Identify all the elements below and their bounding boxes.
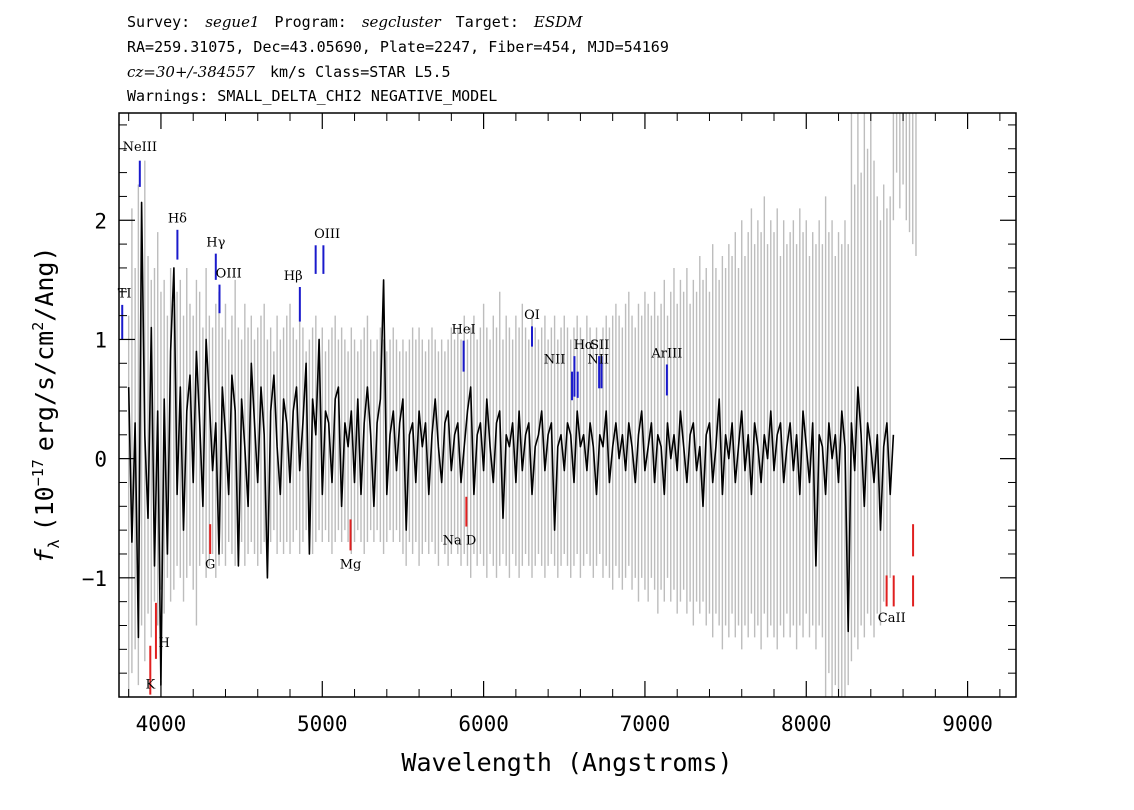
emission-line-label: OIII — [314, 227, 340, 242]
redshift-value: cz=30+/-384557 — [127, 63, 255, 81]
plot-frame — [118, 112, 1017, 698]
y-tick-label: 1 — [94, 328, 107, 352]
emission-line-label: SII — [590, 338, 609, 353]
flux-spectrum — [127, 201, 895, 686]
x-tick-label: 5000 — [297, 712, 348, 736]
survey-label: Survey: — [127, 13, 190, 31]
y-axis-title-unit: erg/s/cm — [30, 331, 59, 451]
emission-line-label: TI — [118, 287, 132, 302]
target-label: Target: — [456, 13, 519, 31]
absorption-line-label: CaII — [878, 611, 906, 626]
emission-line-label: Hβ — [284, 269, 303, 284]
header-line-2: RA=259.31075, Dec=43.05690, Plate=2247, … — [127, 38, 669, 56]
absorption-line-label: H — [159, 636, 170, 651]
y-tick-label: 2 — [94, 209, 107, 233]
y-axis-title-tail: /Ang) — [30, 246, 59, 321]
emission-line-label: HeI — [452, 322, 476, 337]
x-tick-label: 6000 — [458, 712, 509, 736]
header: Survey: segue1 Program: segcluster Targe… — [127, 13, 669, 105]
absorption-line-label: Mg — [340, 557, 362, 572]
emission-line-label: NII — [587, 352, 609, 367]
program-value: segcluster — [362, 13, 442, 31]
emission-line-label: ArIII — [650, 346, 682, 361]
absorption-line-label: K — [145, 678, 155, 693]
emission-line-label: NII — [544, 352, 566, 367]
axis-tick-labels: 4000 5000 6000 7000 8000 9000 −1 0 1 2 — [82, 209, 993, 736]
target-value: ESDM — [533, 13, 583, 31]
y-tick-label: −1 — [82, 567, 107, 591]
program-label: Program: — [275, 13, 347, 31]
header-line-3: cz=30+/-384557 km/s Class=STAR L5.5 — [127, 63, 451, 81]
flux-line — [127, 201, 895, 686]
absorption-line-label: Na D — [443, 533, 477, 548]
survey-value: segue1 — [205, 13, 259, 31]
header-line-1: Survey: segue1 Program: segcluster Targe… — [127, 13, 583, 31]
class-value: km/s Class=STAR L5.5 — [270, 63, 451, 81]
x-tick-label: 8000 — [781, 712, 832, 736]
y-axis-title-f: f — [30, 548, 59, 564]
x-axis-title: Wavelength (Angstroms) — [401, 748, 732, 777]
y-axis-title-exp: −17 — [29, 459, 47, 486]
emission-line-label: Hδ — [168, 212, 187, 227]
emission-line-label: Hα — [574, 338, 594, 353]
y-axis-title: fλ (10−17 erg/s/cm2/Ang) — [29, 246, 63, 563]
y-axis-title-open: (10 — [30, 486, 59, 531]
y-axis-title-exp2: 2 — [29, 322, 47, 331]
y-axis-title-sub: λ — [45, 539, 63, 548]
x-tick-label: 9000 — [942, 712, 993, 736]
warnings-line: Warnings: SMALL_DELTA_CHI2 NEGATIVE_MODE… — [127, 87, 497, 105]
axis-ticks — [119, 113, 1016, 697]
emission-line-label: OI — [524, 308, 540, 323]
x-tick-label: 7000 — [620, 712, 671, 736]
spectral-line-markers — [121, 160, 915, 695]
emission-line-label: Hγ — [206, 235, 225, 250]
y-tick-label: 0 — [94, 448, 107, 472]
emission-line-label: NeIII — [123, 140, 157, 155]
emission-line-label: OIII — [216, 266, 242, 281]
absorption-line-label: G — [205, 557, 215, 572]
x-tick-label: 4000 — [136, 712, 187, 736]
plot-area — [121, 113, 917, 697]
